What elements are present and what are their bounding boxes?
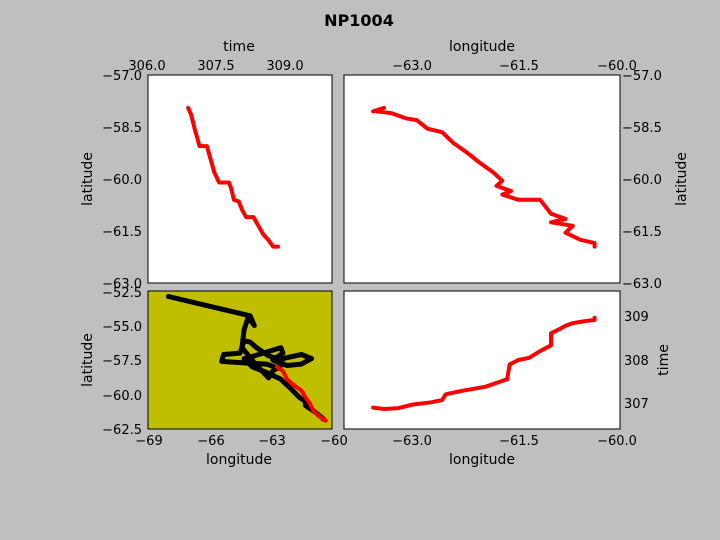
y-tick-label: −57.5 <box>102 354 142 369</box>
x-tick-label: −69 <box>135 434 162 449</box>
x-axis-label: longitude <box>449 452 515 468</box>
x-tick-label: −61.5 <box>499 434 539 449</box>
y-axis-label: latitude <box>80 333 96 387</box>
x-tick-label: −63.0 <box>392 59 432 74</box>
y-tick-label: −57.0 <box>102 69 142 84</box>
x-tick-label: −60 <box>320 434 347 449</box>
x-axis-label: time <box>223 39 255 55</box>
x-tick-label: −63.0 <box>392 434 432 449</box>
y-tick-label: −60.0 <box>102 173 142 188</box>
plot-area <box>343 74 621 284</box>
y-tick-label: −52.5 <box>102 286 142 301</box>
x-tick-label: 309.0 <box>266 59 303 74</box>
x-tick-label: −60.0 <box>597 434 637 449</box>
y-tick-label: −61.5 <box>102 225 142 240</box>
y-tick-label: 307 <box>624 397 649 412</box>
plot-area <box>343 290 621 430</box>
series-line <box>371 105 597 249</box>
y-tick-label: −60.0 <box>622 173 662 188</box>
panel-longitude-latitude: −63.0 −61.5 −60.0 longitude −57.0 −58.5 … <box>343 39 690 292</box>
y-tick-label: −60.0 <box>102 389 142 404</box>
series-line <box>165 294 327 422</box>
x-tick-label: −61.5 <box>499 59 539 74</box>
panel-time-latitude: 306.0 307.5 309.0 time −57.0 −58.5 −60.0… <box>80 39 333 292</box>
series-line <box>371 315 597 411</box>
series-line <box>186 105 280 249</box>
x-axis-label: longitude <box>449 39 515 55</box>
y-axis-label: latitude <box>674 152 690 206</box>
y-tick-label: −61.5 <box>622 225 662 240</box>
y-tick-label: −63.0 <box>622 277 662 292</box>
x-tick-label: −66 <box>197 434 224 449</box>
series-line <box>274 364 328 423</box>
y-axis-label: latitude <box>80 152 96 206</box>
y-tick-label: −62.5 <box>102 423 142 438</box>
x-tick-label: −63 <box>258 434 285 449</box>
figure-title: NP1004 <box>324 11 394 30</box>
y-tick-label: −57.0 <box>622 69 662 84</box>
x-axis-label: longitude <box>206 452 272 468</box>
x-tick-label: 306.0 <box>128 59 165 74</box>
x-tick-label: 307.5 <box>197 59 234 74</box>
y-tick-label: −63.0 <box>102 277 142 292</box>
y-axis-label: time <box>656 344 672 376</box>
y-tick-label: 309 <box>624 310 649 325</box>
y-tick-label: −58.5 <box>622 121 662 136</box>
y-tick-label: 308 <box>624 354 649 369</box>
x-tick-label: −60.0 <box>597 59 637 74</box>
panel-longitude-time: −63.0 −61.5 −60.0 longitude 307 308 309 … <box>343 290 672 468</box>
plot-area <box>147 74 333 284</box>
panel-overview: −69 −66 −63 −60 longitude −52.5 −55.0 −5… <box>80 286 348 468</box>
y-tick-label: −58.5 <box>102 121 142 136</box>
y-tick-label: −55.0 <box>102 320 142 335</box>
